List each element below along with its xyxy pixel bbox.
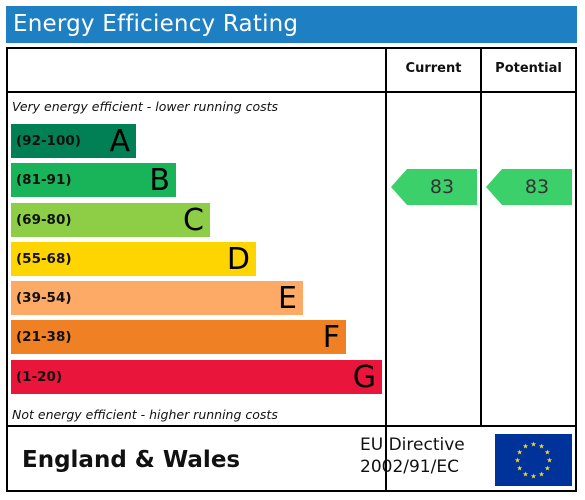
- band-a: (92-100) A: [11, 124, 136, 159]
- eu-star-icon: ★: [538, 470, 544, 478]
- eu-star-icon: ★: [530, 473, 536, 481]
- band-range: (92-100): [16, 133, 81, 149]
- eu-star-icon: ★: [516, 465, 522, 473]
- eu-star-icon: ★: [546, 457, 552, 465]
- band-range: (1-20): [16, 369, 63, 385]
- band-letter: E: [278, 281, 297, 316]
- current-rating-value: 83: [429, 176, 455, 198]
- eu-directive: EU Directive 2002/91/EC: [360, 434, 465, 478]
- eu-star-icon: ★: [544, 465, 550, 473]
- band-letter: A: [109, 124, 130, 159]
- band-letter: B: [149, 163, 170, 198]
- band-letter: G: [352, 360, 376, 395]
- header-divider: [385, 91, 575, 93]
- footer-divider: [8, 425, 575, 427]
- current-rating-arrow: 83: [391, 169, 479, 205]
- band-g: (1-20) G: [11, 360, 382, 395]
- band-range: (69-80): [16, 212, 72, 228]
- rating-table: Current Potential Very energy efficient …: [6, 47, 577, 492]
- band-f: (21-38) F: [11, 320, 346, 355]
- region-label: England & Wales: [22, 447, 241, 473]
- eu-flag-stars: ★ ★★★★★★★★★★★: [514, 441, 552, 481]
- band-letter: D: [226, 242, 250, 277]
- band-c: (69-80) C: [11, 203, 210, 238]
- column-header-potential: Potential: [495, 61, 562, 76]
- header-divider-left: [8, 91, 385, 93]
- eu-directive-line1: EU Directive: [360, 435, 465, 455]
- band-range: (39-54): [16, 290, 72, 306]
- page-title: Energy Efficiency Rating: [13, 11, 299, 37]
- band-e: (39-54) E: [11, 281, 303, 316]
- potential-rating-arrow: 83: [486, 169, 574, 205]
- band-d: (55-68) D: [11, 242, 256, 277]
- band-b: (81-91) B: [11, 163, 176, 198]
- eu-star-icon: ★: [522, 443, 528, 451]
- potential-rating-value: 83: [524, 176, 550, 198]
- column-header-current: Current: [405, 61, 462, 76]
- band-letter: F: [322, 320, 340, 355]
- eu-flag-icon: ★ ★ ★ ★ ★ ★ ★ ★ ★ ★ ★ ★: [495, 434, 572, 486]
- eu-directive-line2: 2002/91/EC: [360, 457, 459, 477]
- band-range: (21-38): [16, 329, 72, 345]
- eu-star-icon: ★: [514, 457, 520, 465]
- bottom-note: Not energy efficient - higher running co…: [12, 407, 278, 422]
- top-note: Very energy efficient - lower running co…: [12, 99, 279, 114]
- column-divider-current: [385, 49, 387, 490]
- eu-star-icon: ★: [538, 443, 544, 451]
- potential-arrow-shape: [486, 169, 572, 205]
- eu-star-icon: ★: [516, 449, 522, 457]
- band-letter: C: [183, 203, 204, 238]
- eu-star-icon: ★: [544, 449, 550, 457]
- eu-star-icon: ★: [530, 441, 536, 449]
- eu-star-icon: ★: [522, 470, 528, 478]
- band-range: (81-91): [16, 172, 72, 188]
- band-range: (55-68): [16, 251, 72, 267]
- current-arrow-shape: [391, 169, 477, 205]
- column-divider-potential: [480, 49, 482, 427]
- title-bar: Energy Efficiency Rating: [6, 6, 577, 43]
